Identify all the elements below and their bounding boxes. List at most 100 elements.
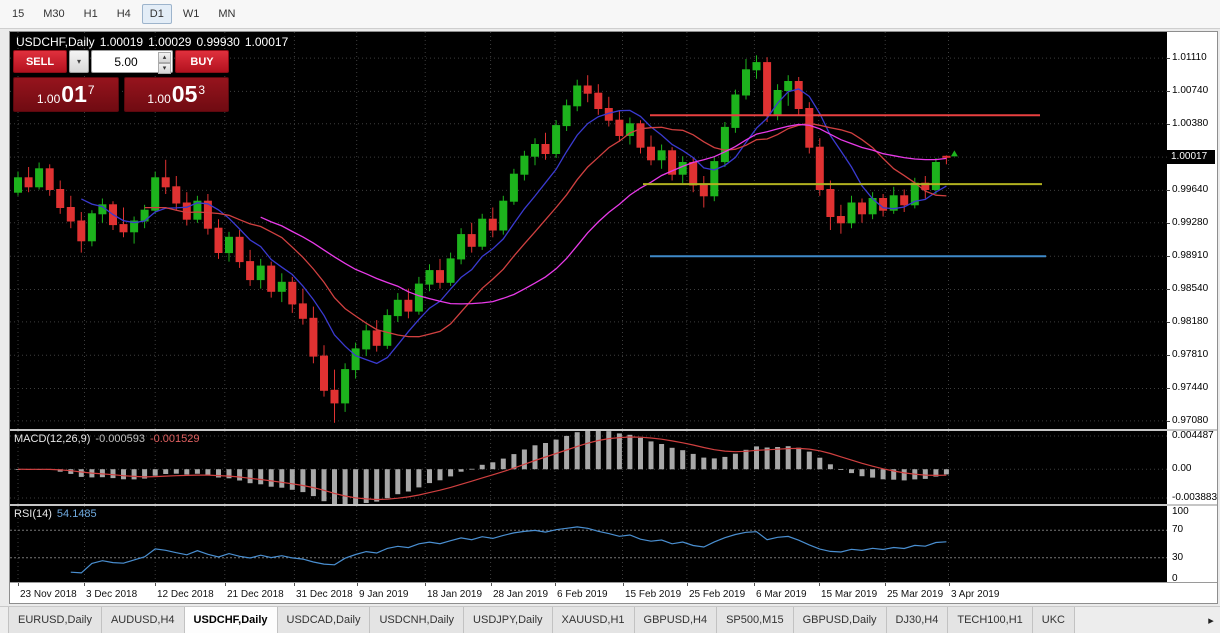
rsi-canvas[interactable] xyxy=(10,506,1167,582)
candle xyxy=(193,200,202,220)
macd-canvas[interactable] xyxy=(10,431,1167,504)
main-price-scale[interactable]: 1.01110 1.00740 1.00380 0.99640 0.99280 0.989… xyxy=(1167,32,1217,429)
panel-splitter[interactable] xyxy=(10,504,1167,506)
candle xyxy=(541,144,550,154)
timeframe-button-m30[interactable]: M30 xyxy=(43,8,65,20)
timeframe-button-w1[interactable]: W1 xyxy=(182,8,200,20)
macd-grid xyxy=(10,431,1167,504)
candle xyxy=(763,62,772,116)
time-tick xyxy=(754,583,755,586)
chart-tab-ukc[interactable]: UKC xyxy=(1032,607,1075,633)
price-label: 0.99280 xyxy=(1172,217,1209,228)
timeframe-button-mn[interactable]: MN xyxy=(218,8,236,20)
rsi-grid xyxy=(10,506,1167,582)
chart-tab-audusd-h4[interactable]: AUDUSD,H4 xyxy=(101,607,185,633)
price-tick xyxy=(1167,322,1170,323)
candle xyxy=(256,265,265,281)
candle xyxy=(583,85,592,94)
candle xyxy=(56,189,65,208)
candle xyxy=(689,162,698,186)
volume-increase-button[interactable]: ▴ xyxy=(158,52,171,63)
chart-tab-xauusd-h1[interactable]: XAUUSD,H1 xyxy=(552,607,635,633)
scale-corner xyxy=(1167,583,1217,603)
price-tick xyxy=(1167,91,1170,92)
candle xyxy=(889,195,898,211)
panel-splitter[interactable] xyxy=(10,429,1167,431)
candle xyxy=(436,270,444,283)
candle xyxy=(77,220,86,242)
price-label: 0.97080 xyxy=(1172,415,1209,426)
current-price-tag: 1.00017 xyxy=(1167,150,1215,164)
timeframe-button-d1[interactable]: D1 xyxy=(141,4,172,24)
price-tick xyxy=(1167,388,1170,389)
chart-tab-gbpusd-h4[interactable]: GBPUSD,H4 xyxy=(634,607,718,633)
candle xyxy=(815,146,824,190)
candle xyxy=(942,155,951,158)
chart-tab-usdcad-daily[interactable]: USDCAD,Daily xyxy=(277,607,371,633)
macd-scale[interactable]: 0.004487 0.00 -0.003883 xyxy=(1167,430,1217,504)
tab-scroll-right-button[interactable]: ▸ xyxy=(1208,614,1214,627)
time-label: 21 Dec 2018 xyxy=(227,589,284,600)
volume-decrease-button[interactable]: ▾ xyxy=(158,63,171,74)
time-label: 28 Jan 2019 xyxy=(493,589,549,600)
candle xyxy=(805,108,814,148)
time-label: 25 Feb 2019 xyxy=(689,589,746,600)
price-tick xyxy=(1167,355,1170,356)
candle xyxy=(330,389,339,404)
candle xyxy=(615,119,624,136)
time-tick xyxy=(225,583,226,586)
price-label: 0.98180 xyxy=(1172,316,1209,327)
volume-input[interactable] xyxy=(94,52,158,71)
buy-button[interactable]: BUY xyxy=(175,50,229,73)
candle xyxy=(288,281,297,305)
candle xyxy=(742,69,750,96)
main-chart-canvas[interactable] xyxy=(10,32,1167,429)
timeframe-button-h4[interactable]: H4 xyxy=(116,8,131,20)
chart-tab-usdchf-daily[interactable]: USDCHF,Daily xyxy=(184,607,278,633)
sell-price-sup: 7 xyxy=(87,82,95,97)
chart-tab-bar: EURUSD,Daily AUDUSD,H4 USDCHF,Daily USDCAD,… xyxy=(0,606,1220,633)
rsi-value: 54.1485 xyxy=(56,508,97,520)
ohlc-open: 1.00019 xyxy=(99,35,144,49)
rsi-scale[interactable]: 100 70 30 0 xyxy=(1167,506,1217,584)
timeframe-button-15[interactable]: 15 xyxy=(12,8,25,20)
scale-splitter xyxy=(1167,429,1217,431)
time-tick xyxy=(819,583,820,586)
chart-tab-sp500-m15[interactable]: SP500,M15 xyxy=(717,607,794,633)
chart-tab-dj30-h4[interactable]: DJ30,H4 xyxy=(886,607,949,633)
chart-tab-tech100-h1[interactable]: TECH100,H1 xyxy=(948,607,1033,633)
buy-price-display[interactable]: 1.00 05 3 xyxy=(123,77,229,112)
candle xyxy=(858,202,866,215)
time-tick xyxy=(357,583,358,586)
price-label: 0.97440 xyxy=(1172,382,1209,393)
candle xyxy=(172,186,181,204)
time-tick xyxy=(885,583,886,586)
chart-title-ohlc: USDCHF,Daily 1.00019 1.00029 0.99930 1.00017 xyxy=(16,35,293,49)
chart-tab-gbpusd-daily[interactable]: GBPUSD,Daily xyxy=(793,607,887,633)
rsi-label: RSI(14) 54.1485 xyxy=(14,508,97,520)
order-type-dropdown[interactable]: ▾ xyxy=(69,50,89,73)
chart-tab-usdjpy-daily[interactable]: USDJPY,Daily xyxy=(464,607,553,633)
timeframe-button-h1[interactable]: H1 xyxy=(83,8,98,20)
candle xyxy=(931,162,940,190)
timeframe-toolbar: 15 M30 H1 H4 D1 W1 MN xyxy=(0,0,1220,29)
macd-scale-label: 0.00 xyxy=(1172,463,1192,474)
ma-slow-line xyxy=(260,123,947,305)
chart-symbol: USDCHF,Daily xyxy=(16,35,95,49)
time-tick xyxy=(18,583,19,586)
time-axis[interactable]: 23 Nov 2018 3 Dec 2018 12 Dec 2018 21 Dec 2… xyxy=(10,583,1167,603)
chart-tab-eurusd-daily[interactable]: EURUSD,Daily xyxy=(8,607,102,633)
time-label: 25 Mar 2019 xyxy=(887,589,944,600)
price-label: 0.98910 xyxy=(1172,250,1209,261)
sell-price-display[interactable]: 1.00 01 7 xyxy=(13,77,119,112)
last-price-arrow xyxy=(950,150,958,157)
sell-button[interactable]: SELL xyxy=(13,50,67,73)
rsi-panel: RSI(14) 54.1485 xyxy=(10,506,1167,582)
chart-tab-usdcnh-daily[interactable]: USDCNH,Daily xyxy=(370,607,465,633)
chart-plot-column: USDCHF,Daily 1.00019 1.00029 0.99930 1.00017… xyxy=(10,32,1167,603)
candle xyxy=(362,330,371,350)
candle xyxy=(520,155,529,175)
rsi-scale-label: 0 xyxy=(1172,573,1178,584)
chart-tabs: EURUSD,Daily AUDUSD,H4 USDCHF,Daily USDCAD,… xyxy=(8,607,1202,633)
